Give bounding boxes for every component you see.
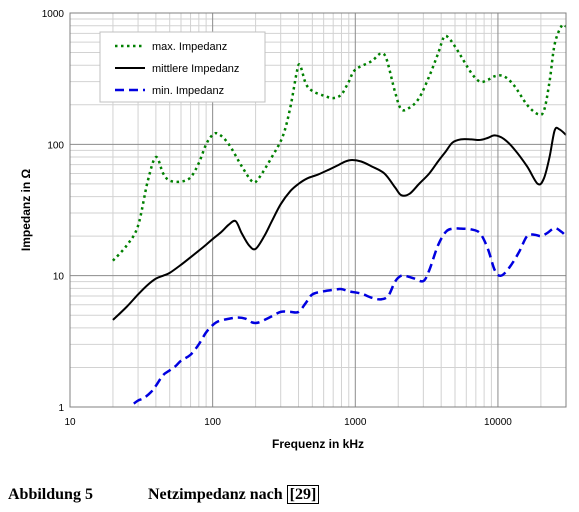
x-tick-label: 1000 [344,417,367,428]
caption-reference: [29] [286,485,320,504]
series-line-min [133,226,567,405]
y-tick-label: 100 [47,140,64,151]
caption-label: Abbildung 5 [8,486,93,503]
caption-title: Netzimpedanz nach [148,486,283,503]
x-axis-label: Frequenz in kHz [272,437,364,451]
y-axis-label: Impedanz in Ω [19,168,33,251]
x-tick-label: 10 [64,417,76,428]
plot-frame [69,12,567,408]
x-tick-label: 10000 [484,417,512,428]
y-tick-label: 1000 [42,9,65,20]
y-tick-labels: 1 10 100 1000 [42,9,65,414]
series-layer [112,23,567,405]
y-tick-label: 10 [53,272,65,283]
legend-label-min: min. Impedanz [152,85,224,97]
x-tick-labels: 10 100 1000 10000 [64,417,512,428]
legend: max. Impedanz mittlere Impedanz min. Imp… [99,31,266,103]
y-tick-label: 1 [58,403,64,414]
x-tick-label: 100 [204,417,221,428]
caption-text: Netzimpedanz nach [29] [148,485,320,504]
series-line-max [112,23,567,262]
series-line-mid [112,126,567,321]
legend-label-mid: mittlere Impedanz [152,63,239,75]
legend-label-max: max. Impedanz [152,41,227,53]
